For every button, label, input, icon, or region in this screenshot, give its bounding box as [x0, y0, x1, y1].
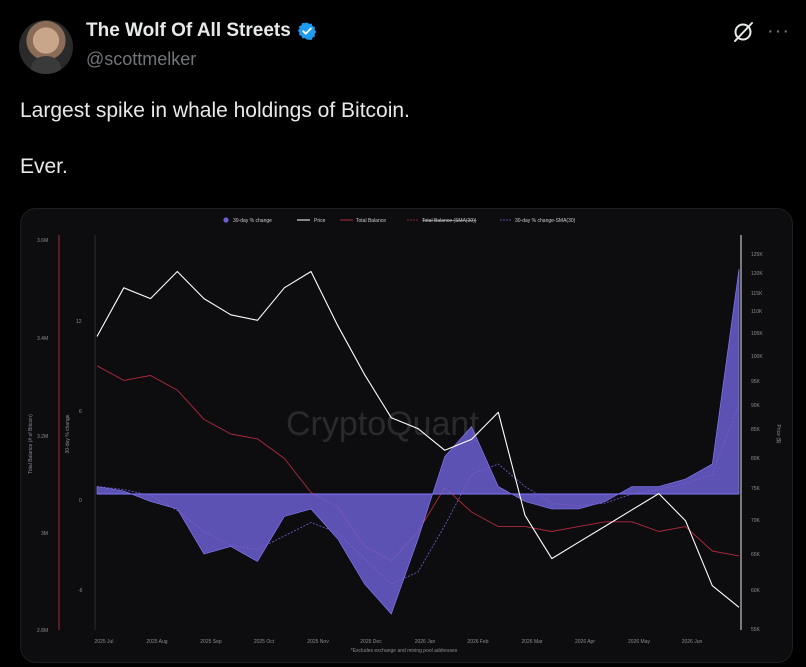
chart-watermark: CryptoQuant	[286, 405, 479, 443]
chart-footnote: *Excludes exchange and mining pool addre…	[351, 648, 458, 654]
series-area-30-day-change	[96, 268, 740, 615]
right-tick: 65K	[751, 552, 761, 558]
change-tick: 12	[76, 319, 82, 325]
right-tick: 115K	[751, 291, 763, 297]
left-tick: 3M	[41, 531, 48, 537]
legend-item-total-balance: Total Balance	[356, 218, 386, 224]
series-layer	[96, 268, 740, 615]
change-tick: 6	[79, 409, 82, 415]
chart-legend: 30-day % change Price Total Balance Tota…	[223, 217, 576, 224]
tweet-media-chart[interactable]: CryptoQuant 30-day % change Price Total …	[20, 208, 793, 663]
more-options-icon[interactable]: ···	[767, 20, 790, 42]
x-tick: 2026 Apr	[575, 639, 595, 645]
right-axis-title: Price ($)	[775, 425, 781, 444]
left-tick: 3.6M	[37, 238, 48, 244]
x-tick: 2026 Jun	[682, 639, 703, 645]
verified-check-mark	[302, 27, 312, 35]
grok-icon[interactable]	[731, 20, 755, 44]
x-tick: 2025 Aug	[146, 639, 167, 645]
x-tick: 2026 Jan	[415, 639, 436, 645]
right-tick: 95K	[751, 379, 761, 385]
right-tick: 80K	[751, 456, 761, 462]
verified-badge-icon	[297, 22, 316, 40]
x-tick: 2026 Mar	[521, 639, 542, 645]
right-tick: 90K	[751, 403, 761, 409]
author-handle[interactable]: @scottmelker	[86, 49, 197, 69]
tweet-text: Largest spike in whale holdings of Bitco…	[20, 97, 410, 181]
right-axis: Price ($) 125K 120K 115K 110K 105K 100K …	[740, 235, 781, 633]
whale-holdings-chart: CryptoQuant 30-day % change Price Total …	[28, 217, 781, 654]
left-tick: 2.8M	[37, 628, 48, 634]
series-line-price	[96, 270, 740, 608]
tweet-line-1: Largest spike in whale holdings of Bitco…	[20, 99, 410, 122]
x-tick: 2025 Nov	[307, 639, 329, 645]
right-tick: 105K	[751, 331, 763, 337]
right-tick: 70K	[751, 518, 761, 524]
x-axis: 2025 Jul 2025 Aug 2025 Sep 2025 Oct 2025…	[95, 639, 703, 654]
legend-item-change-sma: 30-day % change-SMA(30)	[515, 218, 576, 224]
author-name-row: The Wolf Of All Streets	[86, 20, 317, 42]
legend-item-change: 30-day % change	[233, 218, 272, 224]
legend-item-balance-sma: Total Balance (SMA(30))	[422, 218, 477, 224]
right-tick: 55K	[751, 627, 761, 633]
right-tick: 110K	[751, 309, 763, 315]
x-tick: 2025 Sep	[200, 639, 222, 645]
left-axis-title: Total Balance (# of Bitcoin)	[28, 414, 34, 474]
right-tick: 100K	[751, 354, 763, 360]
left-tick: 3.2M	[37, 434, 48, 440]
right-tick: 125K	[751, 252, 763, 258]
left-tick: 3.4M	[37, 336, 48, 342]
x-tick: 2025 Jul	[95, 639, 114, 645]
avatar[interactable]	[19, 20, 73, 74]
right-tick: 60K	[751, 588, 761, 594]
change-axis: 30-day % change 12 6 0 -6	[65, 319, 83, 594]
x-tick: 2026 Feb	[467, 639, 488, 645]
change-tick: -6	[78, 588, 83, 594]
tweet-line-2: Ever.	[20, 155, 68, 178]
x-tick: 2025 Oct	[254, 639, 275, 645]
series-line-30-day-change-sma-30	[96, 403, 740, 585]
x-tick: 2025 Dec	[360, 639, 382, 645]
change-tick: 0	[79, 498, 82, 504]
legend-swatch-change	[223, 217, 229, 223]
right-tick: 85K	[751, 427, 761, 433]
right-tick: 120K	[751, 271, 763, 277]
change-axis-title: 30-day % change	[65, 414, 71, 453]
grok-icon-ring	[734, 23, 752, 41]
left-axis: Total Balance (# of Bitcoin) 3.6M 3.4M 3…	[28, 238, 48, 634]
right-tick: 75K	[751, 486, 761, 492]
x-tick: 2026 May	[628, 639, 650, 645]
author-display-name[interactable]: The Wolf Of All Streets	[86, 20, 291, 41]
grok-icon-slash	[734, 22, 753, 42]
legend-item-price: Price	[314, 218, 326, 224]
